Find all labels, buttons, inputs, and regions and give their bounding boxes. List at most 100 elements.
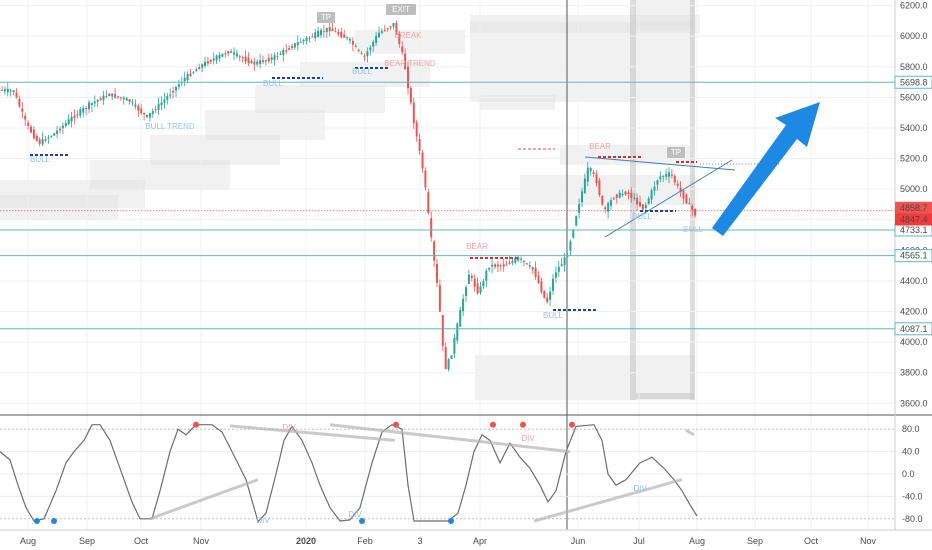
range-zone xyxy=(470,15,700,33)
candle-body xyxy=(169,94,172,96)
price-marker xyxy=(895,201,932,214)
candle-body xyxy=(160,102,163,106)
range-zone xyxy=(630,0,636,400)
range-zone xyxy=(0,180,145,208)
candle-body xyxy=(479,286,482,293)
candle-body xyxy=(357,49,360,51)
signal-dot xyxy=(393,421,399,428)
candle-body xyxy=(560,264,563,267)
signal-dot xyxy=(448,518,454,525)
candle-body xyxy=(224,53,227,55)
range-zone xyxy=(560,145,690,165)
range-zone xyxy=(636,393,694,399)
candle-body xyxy=(320,30,322,36)
candle-body xyxy=(372,41,375,47)
range-zone xyxy=(475,355,695,400)
forecast-arrow-icon xyxy=(712,102,820,236)
candle-body xyxy=(85,107,88,109)
annotation-tag xyxy=(386,4,416,15)
annotation-label: BEAR xyxy=(589,142,611,151)
candle-body xyxy=(639,201,641,207)
divergence-label: DIV xyxy=(521,434,535,443)
candle-body xyxy=(61,125,64,129)
candle-body xyxy=(41,138,44,145)
annotation-label: BEAR xyxy=(466,242,488,251)
candle-body xyxy=(494,264,496,267)
candle-body xyxy=(47,137,50,139)
candle-body xyxy=(569,241,572,251)
candle-body xyxy=(93,101,96,104)
time-tick-label: Feb xyxy=(357,536,373,546)
candle-body xyxy=(543,290,546,298)
candle-body xyxy=(621,193,624,195)
candle-body xyxy=(340,31,343,38)
annotation-label: BREAK xyxy=(394,31,422,40)
candle-body xyxy=(250,60,253,64)
candle-body xyxy=(514,258,517,263)
candle-body xyxy=(670,174,673,176)
candle-body xyxy=(96,100,99,102)
candle-body xyxy=(143,112,146,115)
candle-body xyxy=(233,52,235,55)
candle-body xyxy=(668,172,670,177)
candle-body xyxy=(12,90,15,92)
candle-body xyxy=(578,204,581,213)
candle-body xyxy=(633,197,636,199)
candle-body xyxy=(424,170,427,188)
time-tick-label: 2020 xyxy=(296,536,316,546)
candle-body xyxy=(650,190,653,200)
candle-body xyxy=(470,275,473,278)
candle-body xyxy=(598,180,601,195)
signal-dot xyxy=(34,518,40,525)
candle-body xyxy=(421,152,424,169)
candle-body xyxy=(79,109,82,116)
level-tag xyxy=(894,249,932,263)
divergence-label: DIV xyxy=(256,516,270,525)
level-tag-label: 4733.1 xyxy=(900,225,928,235)
time-tick-label: Jul xyxy=(633,536,645,546)
candle-body xyxy=(537,275,540,283)
candle-body xyxy=(293,43,296,48)
candle-body xyxy=(76,114,79,116)
candle-body xyxy=(82,107,85,113)
candle-body xyxy=(140,108,143,114)
candle-body xyxy=(308,37,311,39)
candle-body xyxy=(322,31,325,33)
annotation-label: BULL xyxy=(632,212,653,221)
candle-body xyxy=(253,61,256,65)
candle-body xyxy=(447,359,450,370)
candle-body xyxy=(172,91,175,93)
candle-body xyxy=(607,202,610,212)
candle-body xyxy=(525,263,528,265)
candle-body xyxy=(610,200,612,206)
annotation-label: BULL xyxy=(352,67,373,76)
candle-body xyxy=(122,97,125,100)
range-zone xyxy=(690,0,695,400)
time-tick-label: Aug xyxy=(689,536,705,546)
time-tick-label: Aug xyxy=(20,536,36,546)
range-zone xyxy=(205,110,325,140)
candle-body xyxy=(462,298,465,312)
candle-body xyxy=(476,283,479,294)
candle-body xyxy=(206,61,209,64)
candle-body xyxy=(583,178,586,193)
annotation-label: BULL xyxy=(30,155,51,164)
candle-body xyxy=(1,89,3,91)
signal-dot xyxy=(569,421,575,428)
candle-body xyxy=(311,36,314,38)
divergence-line xyxy=(685,429,695,437)
candle-body xyxy=(557,266,560,272)
candle-body xyxy=(427,192,430,214)
candle-body xyxy=(546,297,549,303)
trend-drawings[interactable] xyxy=(30,67,820,311)
candle-body xyxy=(589,167,592,172)
candle-body xyxy=(212,58,215,61)
candlesticks xyxy=(1,20,697,372)
candle-body xyxy=(175,86,177,91)
candle-body xyxy=(378,32,380,38)
candle-body xyxy=(511,260,514,263)
horizontal-levels[interactable] xyxy=(0,81,895,330)
candle-body xyxy=(540,281,543,293)
candle-body xyxy=(186,73,189,81)
